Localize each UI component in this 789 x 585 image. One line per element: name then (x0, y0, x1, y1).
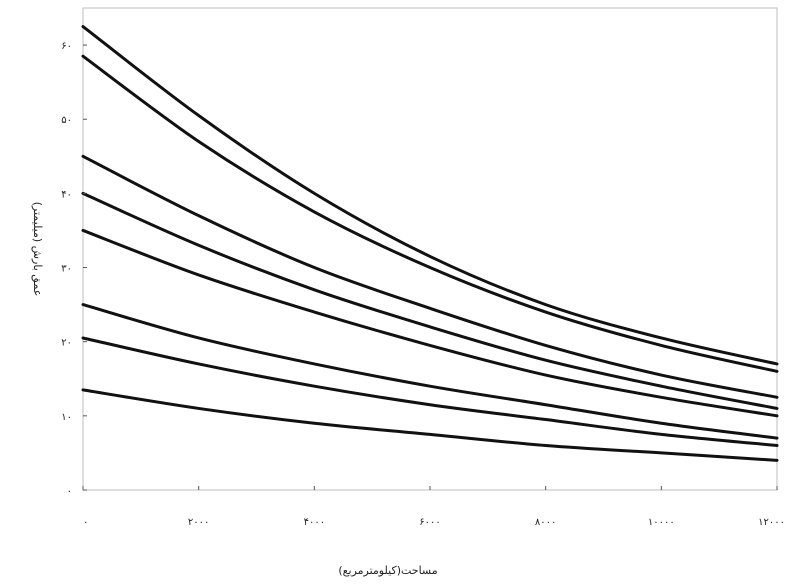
series-line-8 (81, 388, 779, 462)
y-tick-label: ۱۰ (61, 412, 72, 423)
x-tick-label: ۸۰۰۰ (535, 517, 556, 528)
y-tick-label: ۶۰ (61, 41, 72, 52)
y-tick-label: ۰ (67, 486, 72, 497)
y-tick-label: ۵۰ (61, 115, 72, 126)
plot-frame (82, 7, 778, 491)
x-tick-label: ۰ (83, 517, 88, 528)
y-axis-title: عمق بارش (میلیمتر) (30, 202, 44, 297)
y-tick-label: ۴۰ (61, 189, 72, 200)
x-tick-label: ۱۰۰۰۰ (648, 517, 675, 528)
series-line-2 (81, 54, 779, 373)
x-axis-title: مساحت(کیلومترمربع) (338, 564, 437, 577)
x-tick-label: ۶۰۰۰ (419, 517, 440, 528)
series-line-3 (81, 154, 779, 399)
series-line-1 (81, 25, 779, 366)
y-axis-ticks: ۰ ۱۰ ۲۰ ۳۰ ۴۰ ۵۰ ۶۰ (61, 41, 87, 497)
series-line-7 (81, 336, 779, 448)
x-tick-label: ۲۰۰۰ (188, 517, 209, 528)
series-layer (81, 25, 779, 462)
series-line-4 (81, 191, 779, 410)
x-tick-label: ۱۲۰۰۰ (758, 517, 785, 528)
series-line-5 (81, 228, 779, 418)
series-line-6 (81, 303, 779, 440)
y-tick-label: ۳۰ (61, 264, 72, 275)
x-tick-label: ۴۰۰۰ (304, 517, 325, 528)
y-tick-label: ۲۰ (61, 338, 72, 349)
x-axis-ticks: ۰ ۲۰۰۰ ۴۰۰۰ ۶۰۰۰ ۸۰۰۰ ۱۰۰۰۰ ۱۲۰۰۰ (82, 486, 785, 528)
